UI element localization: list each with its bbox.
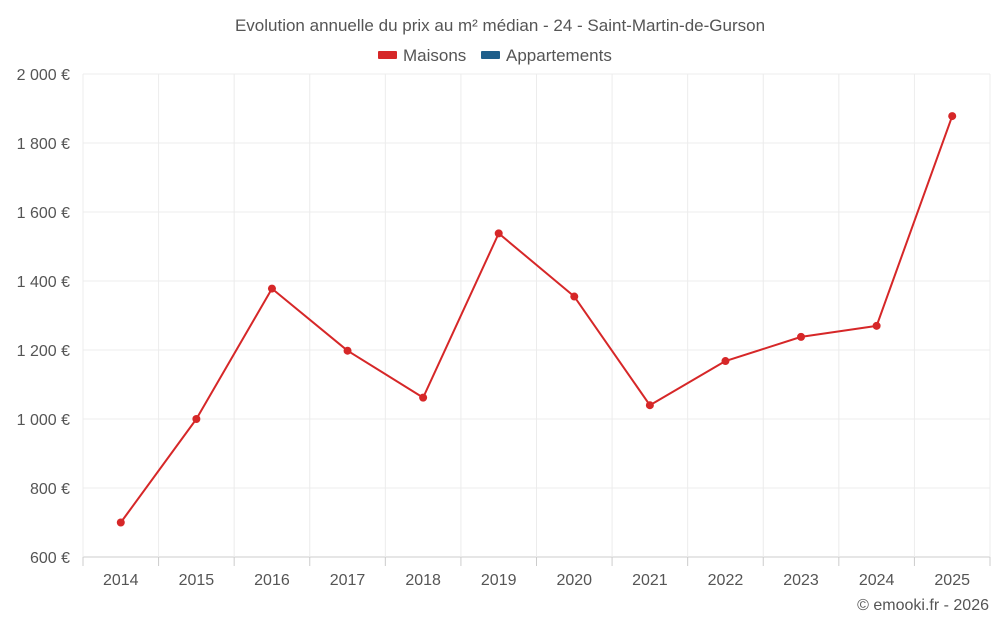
x-tick-label: 2017 <box>330 572 366 589</box>
data-point[interactable] <box>267 284 276 293</box>
data-point[interactable] <box>419 393 428 402</box>
y-axis-ticks: 600 € 800 € 1 000 € 1 200 € 1 400 € 1 600 € 1 … <box>17 67 70 567</box>
legend: Maisons Appartements <box>378 46 612 65</box>
legend-swatch-maisons[interactable] <box>378 51 397 59</box>
y-tick-label: 1 800 € <box>17 136 70 153</box>
legend-label-appartements[interactable]: Appartements <box>506 46 612 65</box>
chart-title: Evolution annuelle du prix au m² médian … <box>235 16 765 35</box>
data-point[interactable] <box>948 112 957 121</box>
data-point[interactable] <box>797 332 806 341</box>
y-tick-label: 600 € <box>30 550 70 567</box>
data-point[interactable] <box>872 321 881 330</box>
y-tick-label: 2 000 € <box>17 67 70 84</box>
x-tick-label: 2021 <box>632 572 668 589</box>
data-point[interactable] <box>343 346 352 355</box>
x-tick-label: 2022 <box>708 572 744 589</box>
x-tick-label: 2024 <box>859 572 895 589</box>
data-point[interactable] <box>192 415 201 423</box>
legend-swatch-appartements[interactable] <box>481 51 500 59</box>
x-tick-label: 2019 <box>481 572 517 589</box>
y-tick-label: 1 000 € <box>17 412 70 429</box>
x-tick-label: 2020 <box>556 572 592 589</box>
x-tick-label: 2016 <box>254 572 290 589</box>
data-point[interactable] <box>721 357 730 366</box>
data-point[interactable] <box>570 292 579 301</box>
x-tick-label: 2023 <box>783 572 819 589</box>
x-tick-label: 2014 <box>103 572 139 589</box>
x-gridlines <box>82 74 991 557</box>
y-tick-label: 1 600 € <box>17 205 70 222</box>
x-tick-label: 2015 <box>179 572 215 589</box>
y-tick-label: 800 € <box>30 481 70 498</box>
y-tick-label: 1 200 € <box>17 343 70 360</box>
y-tick-label: 1 400 € <box>17 274 70 291</box>
legend-label-maisons[interactable]: Maisons <box>403 46 466 65</box>
credit-label: © emooki.fr - 2026 <box>857 597 989 614</box>
data-point[interactable] <box>494 229 503 238</box>
series-line-maisons[interactable] <box>119 115 954 524</box>
x-tick-label: 2025 <box>934 572 970 589</box>
data-point[interactable] <box>116 518 125 527</box>
x-tick-label: 2018 <box>405 572 441 589</box>
series-group <box>116 112 957 527</box>
data-point[interactable] <box>645 401 654 410</box>
x-axis-ticks: 2014 2015 2016 2017 2018 2019 2020 2021 2022 2023… <box>82 557 991 589</box>
